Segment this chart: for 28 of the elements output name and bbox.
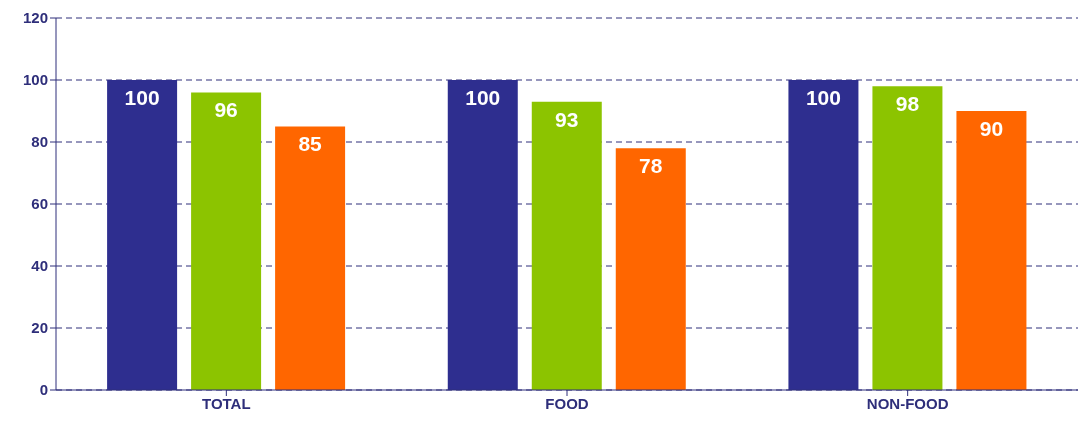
data-label: 98	[895, 92, 920, 116]
data-label: 93	[555, 107, 579, 131]
bar	[788, 80, 859, 390]
x-tick-label: FOOD	[545, 394, 589, 412]
data-label: 85	[298, 132, 323, 156]
data-label: 78	[639, 154, 663, 178]
data-label: 90	[979, 116, 1004, 140]
bar	[447, 80, 518, 390]
bar	[531, 101, 602, 390]
y-tick-label: 120	[22, 9, 48, 27]
y-tick-label: 80	[31, 133, 48, 151]
y-tick-label: 20	[31, 319, 48, 337]
data-label: 100	[465, 85, 501, 109]
data-label: 100	[805, 85, 841, 109]
x-tick-label: TOTAL	[202, 394, 251, 412]
bar	[956, 111, 1027, 390]
bar	[872, 86, 943, 390]
bar	[275, 126, 346, 390]
bar	[615, 148, 686, 390]
data-label: 96	[214, 98, 238, 122]
y-tick-label: 100	[22, 71, 48, 89]
bar	[191, 92, 262, 390]
x-tick-label: NON-FOOD	[866, 394, 949, 412]
y-tick-label: 40	[31, 257, 48, 275]
y-tick-label: 60	[31, 195, 48, 213]
bar	[107, 80, 178, 390]
y-tick-label: 0	[39, 381, 48, 399]
data-label: 100	[124, 85, 160, 109]
